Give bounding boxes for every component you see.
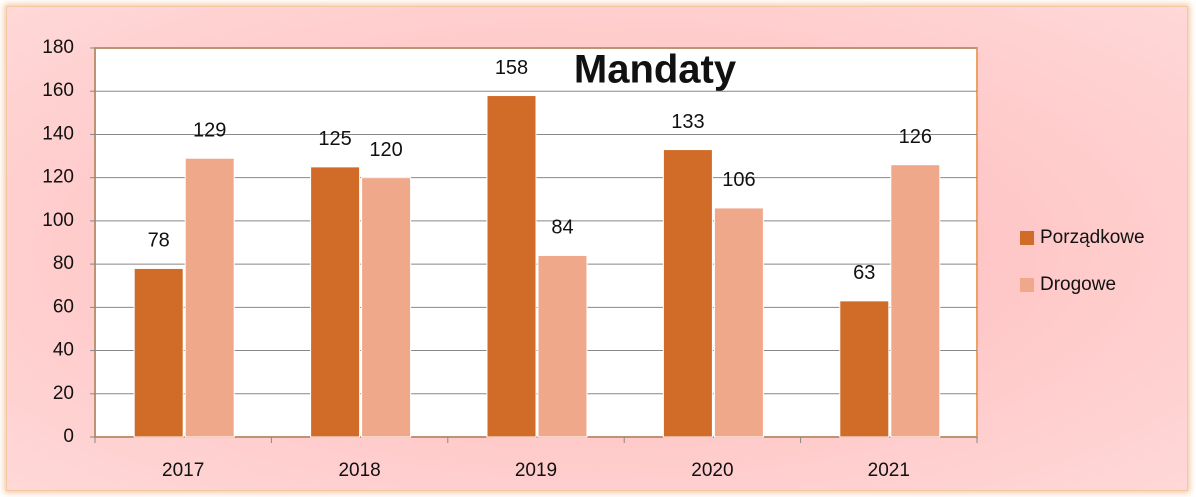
legend-label: Porządkowe (1040, 227, 1145, 248)
value-label: 133 (671, 111, 704, 133)
value-label: 125 (318, 128, 351, 150)
x-tick-label: 2020 (691, 460, 733, 481)
value-label: 63 (853, 262, 875, 284)
y-tick-label: 120 (42, 167, 74, 188)
y-tick-label: 140 (42, 123, 74, 144)
x-tick-label: 2021 (868, 460, 910, 481)
y-tick-label: 40 (53, 340, 74, 361)
bar (361, 177, 412, 438)
y-tick-label: 20 (53, 383, 74, 404)
bar (486, 95, 537, 438)
value-label: 120 (369, 139, 402, 161)
legend-swatch (1020, 278, 1034, 292)
value-label: 126 (899, 126, 932, 148)
y-tick-label: 180 (42, 37, 74, 58)
bar (662, 149, 713, 438)
legend-swatch (1020, 231, 1034, 245)
x-tick-label: 2019 (515, 460, 557, 481)
x-tick-label: 2017 (162, 460, 204, 481)
bar (310, 166, 361, 438)
value-label: 84 (551, 217, 573, 239)
value-label: 106 (722, 169, 755, 191)
bar (839, 300, 890, 438)
y-tick-label: 100 (42, 210, 74, 231)
bar (537, 254, 588, 438)
bar (184, 157, 235, 438)
x-tick-label: 2018 (338, 460, 380, 481)
y-tick-label: 0 (63, 426, 74, 447)
bar (890, 164, 941, 438)
y-tick-label: 160 (42, 80, 74, 101)
bar (133, 267, 184, 438)
value-label: 158 (495, 57, 528, 79)
y-tick-label: 60 (53, 296, 74, 317)
value-label: 78 (148, 230, 170, 252)
legend-label: Drogowe (1040, 274, 1116, 295)
chart-title: Mandaty (574, 48, 737, 92)
bar (713, 207, 764, 438)
value-label: 129 (193, 119, 226, 141)
y-tick-label: 80 (53, 253, 74, 274)
